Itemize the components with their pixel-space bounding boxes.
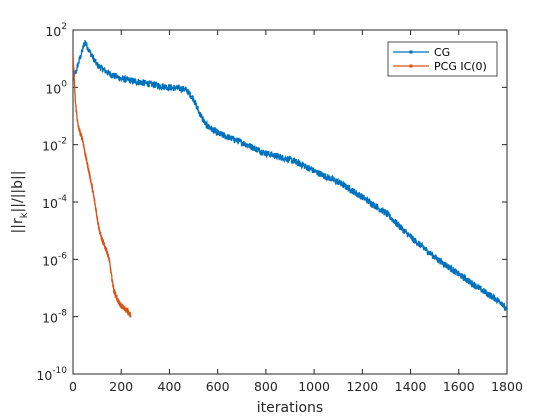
y-tick-label: 102 xyxy=(45,22,67,39)
x-tick-label: 1600 xyxy=(443,379,475,394)
y-tick-label: 100 xyxy=(45,79,67,96)
y-tick-label: 10-10 xyxy=(36,366,67,383)
x-axis-label: iterations xyxy=(257,400,323,416)
x-tick-label: 1800 xyxy=(491,379,523,394)
legend-label: PCG IC(0) xyxy=(434,60,487,73)
legend-label: CG xyxy=(434,46,450,59)
y-tick-base: 10 xyxy=(36,368,52,383)
y-tick-base: 10 xyxy=(42,311,58,326)
legend-marker xyxy=(410,51,413,54)
legend-marker xyxy=(410,65,413,68)
y-tick-base: 10 xyxy=(42,253,58,268)
y-tick-label: 10-4 xyxy=(42,194,67,211)
y-tick-base: 10 xyxy=(45,24,61,39)
y-tick-exponent: -6 xyxy=(58,251,67,261)
x-tick-label: 1200 xyxy=(346,379,378,394)
y-tick-label: 10-8 xyxy=(42,309,67,326)
y-tick-base: 10 xyxy=(42,196,58,211)
y-tick-exponent: 2 xyxy=(61,22,67,32)
y-tick-label: 10-6 xyxy=(42,251,67,268)
x-tick-label: 0 xyxy=(69,379,77,394)
y-axis-label-part: ||r xyxy=(10,218,26,233)
y-tick-exponent: -8 xyxy=(58,309,67,319)
y-axis-label-part: ||/||b|| xyxy=(10,171,26,213)
y-tick-exponent: 0 xyxy=(61,79,67,89)
x-tick-label: 400 xyxy=(158,379,182,394)
x-tick-label: 600 xyxy=(206,379,230,394)
y-tick-base: 10 xyxy=(42,139,58,154)
y-axis-label: ||rk||/||b|| xyxy=(10,171,30,234)
x-tick-label: 1000 xyxy=(298,379,330,394)
y-tick-exponent: -10 xyxy=(52,366,67,376)
x-tick-label: 800 xyxy=(254,379,278,394)
x-tick-label: 200 xyxy=(109,379,133,394)
y-tick-label: 10-2 xyxy=(42,137,67,154)
y-tick-base: 10 xyxy=(45,81,61,96)
y-tick-exponent: -2 xyxy=(58,137,67,147)
y-tick-exponent: -4 xyxy=(58,194,67,204)
x-tick-label: 1400 xyxy=(395,379,427,394)
